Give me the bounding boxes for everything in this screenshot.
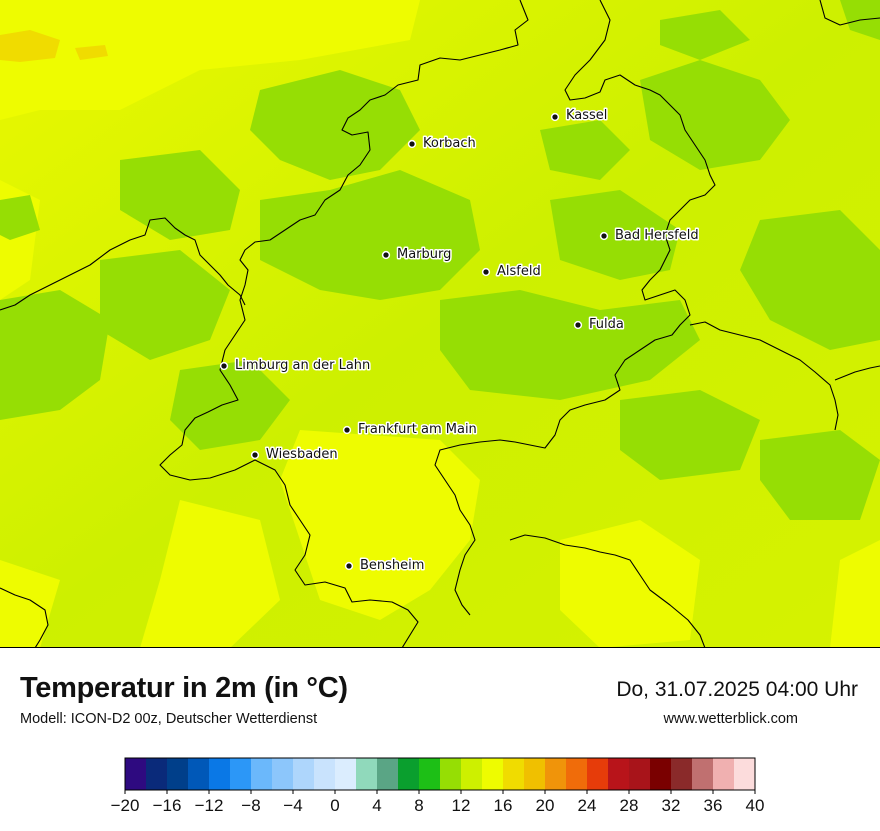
city-dot (407, 139, 417, 149)
legend-tick-label: 8 (414, 796, 423, 815)
website-link[interactable]: www.wetterblick.com (663, 711, 798, 727)
legend-frame (124, 757, 756, 791)
city-frankfurt[interactable]: Frankfurt am Main (342, 421, 478, 439)
legend-swatch (419, 758, 441, 790)
weather-map: Kassel Korbach Bad Hersfeld Marburg Alsf… (0, 0, 880, 648)
legend-swatch (650, 758, 672, 790)
legend-swatch (230, 758, 252, 790)
legend-tick-label: 32 (662, 796, 681, 815)
legend-swatch (503, 758, 525, 790)
city-bensheim[interactable]: Bensheim (344, 557, 426, 575)
legend-swatch (713, 758, 735, 790)
legend-ticks: −20 −16 −12 −8 −4 0 4 8 12 16 20 24 28 32 36 40 (111, 790, 765, 815)
legend-swatch (293, 758, 315, 790)
legend-swatch (209, 758, 231, 790)
legend-swatch (335, 758, 357, 790)
legend-swatch (608, 758, 630, 790)
city-kassel[interactable]: Kassel (550, 107, 609, 125)
legend-tick-label: 20 (536, 796, 555, 815)
city-label: Korbach (423, 136, 476, 151)
city-dot (342, 425, 352, 435)
city-markers: Kassel Korbach Bad Hersfeld Marburg Alsf… (219, 107, 700, 575)
city-label: Wiesbaden (266, 447, 338, 462)
city-limburg[interactable]: Limburg an der Lahn (219, 357, 372, 375)
legend-swatch (692, 758, 714, 790)
legend-tick-label: −20 (111, 796, 140, 815)
legend-swatch (188, 758, 210, 790)
orange-temperature-zones (0, 30, 108, 62)
city-dot (219, 361, 229, 371)
legend-swatch (440, 758, 462, 790)
legend-swatch (314, 758, 336, 790)
legend-tick-label: 24 (578, 796, 597, 815)
city-dot (573, 320, 583, 330)
legend-tick-label: 0 (330, 796, 339, 815)
legend-tick-label: 4 (372, 796, 381, 815)
city-alsfeld[interactable]: Alsfeld (481, 263, 542, 281)
color-legend: −20 −16 −12 −8 −4 0 4 8 12 16 20 24 28 32 36 40 (105, 756, 775, 826)
legend-swatch (146, 758, 168, 790)
city-korbach[interactable]: Korbach (407, 135, 477, 153)
city-label: Alsfeld (497, 264, 541, 279)
legend-swatch (251, 758, 273, 790)
city-label: Bensheim (360, 558, 424, 573)
city-dot (381, 250, 391, 260)
city-label: Bad Hersfeld (615, 228, 699, 243)
legend-swatch (734, 758, 756, 790)
legend-tick-label: −12 (195, 796, 224, 815)
city-dot (481, 267, 491, 277)
legend-tick-label: −8 (241, 796, 260, 815)
region-borders (0, 0, 880, 647)
legend-swatch (272, 758, 294, 790)
legend-tick-label: 28 (620, 796, 639, 815)
city-label: Kassel (566, 108, 607, 123)
legend-swatch (629, 758, 651, 790)
legend-swatch (398, 758, 420, 790)
city-label: Limburg an der Lahn (235, 358, 370, 373)
legend-tick-label: 40 (746, 796, 765, 815)
legend-swatch (125, 758, 147, 790)
model-subtitle: Modell: ICON-D2 00z, Deutscher Wetterdie… (20, 711, 318, 727)
legend-tick-label: 12 (452, 796, 471, 815)
legend-swatch (566, 758, 588, 790)
city-dot (550, 112, 560, 122)
legend-swatch (524, 758, 546, 790)
legend-tick-label: 16 (494, 796, 513, 815)
legend-swatch (356, 758, 378, 790)
legend-swatch (377, 758, 399, 790)
legend-tick-label: −16 (153, 796, 182, 815)
legend-swatch (167, 758, 189, 790)
city-label: Marburg (397, 247, 451, 262)
city-wiesbaden[interactable]: Wiesbaden (250, 446, 339, 464)
city-fulda[interactable]: Fulda (573, 316, 625, 334)
legend-swatch (587, 758, 609, 790)
city-label: Fulda (589, 317, 624, 332)
legend-swatch (461, 758, 483, 790)
city-dot (344, 561, 354, 571)
green-temperature-zones (0, 0, 880, 520)
city-label: Frankfurt am Main (358, 422, 477, 437)
forecast-datetime: Do, 31.07.2025 04:00 Uhr (616, 678, 858, 701)
legend-swatch (671, 758, 693, 790)
legend-tick-label: −4 (283, 796, 302, 815)
city-dot (250, 450, 260, 460)
city-bad-hersfeld[interactable]: Bad Hersfeld (599, 227, 700, 245)
city-dot (599, 231, 609, 241)
city-marburg[interactable]: Marburg (381, 246, 453, 264)
map-title: Temperatur in 2m (in °C) (20, 672, 348, 704)
legend-tick-label: 36 (704, 796, 723, 815)
legend-swatches (125, 758, 756, 790)
legend-swatch (545, 758, 567, 790)
legend-swatch (482, 758, 504, 790)
